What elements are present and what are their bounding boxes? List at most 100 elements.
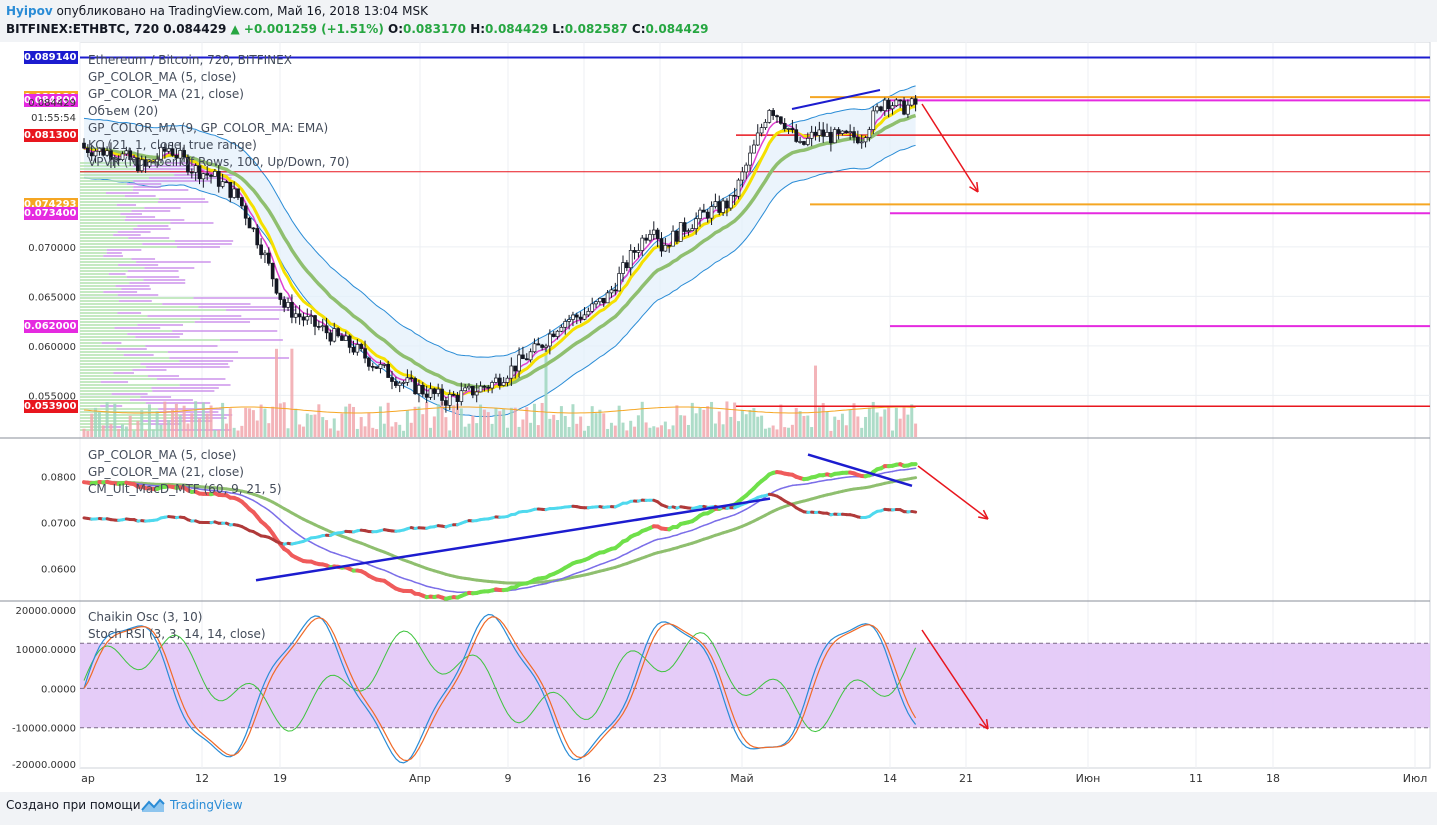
volume-bar <box>902 407 906 437</box>
candle-body <box>690 228 695 232</box>
candle-body <box>444 400 448 406</box>
volume-bar <box>640 401 644 437</box>
candle-body <box>898 99 903 102</box>
volume-profile-bar-up <box>80 246 177 248</box>
volume-bar <box>744 414 748 437</box>
time-axis-label: Июл <box>1402 772 1428 785</box>
volume-profile-bar-down <box>140 363 229 365</box>
candle-body <box>909 98 914 106</box>
volume-bar <box>656 427 660 437</box>
candle-body <box>798 141 802 143</box>
close-value: 0.084429 <box>645 22 709 36</box>
candle-body <box>805 137 810 145</box>
volume-bar <box>82 428 86 437</box>
volume-profile-bar-down <box>131 210 171 212</box>
volume-bar <box>602 413 606 437</box>
legend-entry[interactable]: Stoch RSI (3, 3, 14, 14, close) <box>88 627 266 641</box>
chart-canvas[interactable]: 0.070000 0.065000 0.060000 0.055000 0.0800 0.… <box>0 42 1437 792</box>
candle-body <box>794 129 799 142</box>
candle-body <box>336 328 340 337</box>
volume-profile-bar-down <box>128 237 170 239</box>
footer: Создано при помощи TradingView <box>0 792 1437 825</box>
legend-entry[interactable]: GP_COLOR_MA (21, close) <box>88 87 244 101</box>
volume-bar <box>325 420 329 437</box>
volume-profile-bar-up <box>80 387 152 389</box>
volume-bar <box>236 430 240 437</box>
time-axis-label: ар <box>81 772 95 785</box>
candle-body <box>544 345 548 348</box>
volume-profile-bar-up <box>80 327 115 329</box>
volume-bar <box>309 414 313 437</box>
candle-body <box>825 131 829 137</box>
candle-body <box>547 333 552 347</box>
legend-entry[interactable]: GP_COLOR_MA (5, close) <box>88 70 237 84</box>
legend-entry[interactable]: GP_COLOR_MA (5, close) <box>88 448 237 462</box>
volume-bar <box>113 403 117 437</box>
volume-bar <box>571 404 575 437</box>
volume-profile-bar-down <box>133 180 211 182</box>
volume-bar <box>498 411 502 437</box>
volume-profile-bar-down <box>193 297 293 299</box>
candle-body <box>574 314 579 318</box>
low-tick-label: -10000.0000 <box>12 724 76 735</box>
candle-body <box>836 129 841 134</box>
candle-body <box>274 278 279 294</box>
volume-profile-bar-down <box>225 309 297 311</box>
volume-bar <box>829 430 833 437</box>
tradingview-logo-icon[interactable] <box>140 796 166 814</box>
candle-body <box>197 165 202 180</box>
volume-profile-bar-up <box>80 219 125 221</box>
legend-entry[interactable]: VPVR (Number Of Rows, 100, Up/Down, 70) <box>88 155 350 169</box>
volume-bar <box>140 410 144 437</box>
volume-bar <box>525 407 529 437</box>
candle-body <box>748 152 752 166</box>
candle-body <box>297 313 302 318</box>
legend-entry[interactable]: GP_COLOR_MA (21, close) <box>88 465 244 479</box>
candle-body <box>786 128 791 130</box>
candle-body <box>875 106 879 112</box>
volume-bar <box>594 413 598 437</box>
volume-bar <box>767 427 771 437</box>
legend-entry[interactable]: KC (21, 1, close, true range) <box>88 138 257 152</box>
candle-body <box>913 98 918 105</box>
volume-bar <box>298 424 302 437</box>
legend-entry[interactable]: Ethereum / Bitcoin, 720, BITFINEX <box>88 53 292 67</box>
volume-bar <box>740 409 744 437</box>
legend-entry[interactable]: Chaikin Osc (3, 10) <box>88 610 203 624</box>
candle-body <box>567 319 571 322</box>
volume-profile-bar-down <box>174 417 227 419</box>
volume-bar <box>879 416 883 437</box>
volume-bar <box>475 423 479 437</box>
candle-body <box>340 335 344 341</box>
volume-bar <box>224 423 228 437</box>
tradingview-link[interactable]: TradingView <box>170 798 243 812</box>
volume-bar <box>652 426 656 437</box>
mid-ma5-line <box>82 462 918 601</box>
low-tick-label: -20000.0000 <box>12 760 76 771</box>
volume-bar <box>883 409 887 437</box>
arrow-price-head <box>969 181 979 193</box>
volume-bar <box>344 406 348 437</box>
legend-entry[interactable]: CM_Ult_MacD_MTF (60, 9, 21, 5) <box>88 482 282 496</box>
volume-profile-bar-up <box>80 288 122 290</box>
volume-bar <box>182 405 186 437</box>
arrow-low-head <box>979 718 989 730</box>
volume-profile-bar-down <box>114 327 161 329</box>
volume-bar <box>398 424 402 437</box>
legend-entry[interactable]: GP_COLOR_MA (9, GP_COLOR_MA: EMA) <box>88 121 329 135</box>
candle-body <box>447 394 452 406</box>
legend-entry[interactable]: Объем (20) <box>88 104 159 118</box>
chart-area[interactable]: 0.070000 0.065000 0.060000 0.055000 0.0800 0.… <box>0 42 1437 792</box>
volume-bar <box>155 410 159 437</box>
author-link[interactable]: Hyipov <box>6 4 53 18</box>
volume-profile-bar-up <box>80 279 144 281</box>
candle-body <box>151 161 156 164</box>
volume-bar <box>190 413 194 437</box>
volume-bar <box>663 421 667 437</box>
volume-bar <box>790 424 794 437</box>
volume-profile-bar-up <box>80 324 138 326</box>
stoch-band <box>80 643 1430 728</box>
volume-profile-bar-up <box>80 237 129 239</box>
volume-profile-bar-up <box>80 321 195 323</box>
candle-body <box>116 158 121 161</box>
